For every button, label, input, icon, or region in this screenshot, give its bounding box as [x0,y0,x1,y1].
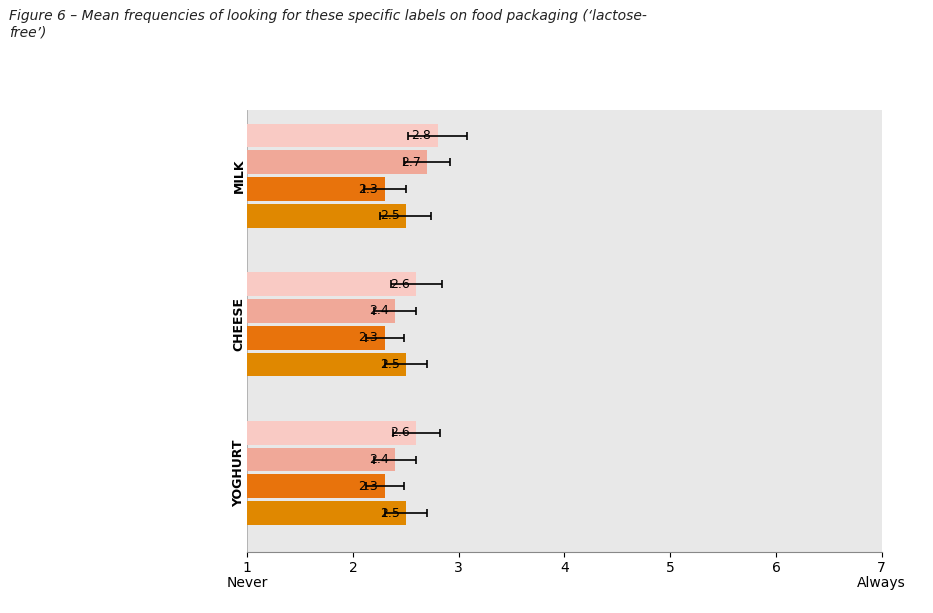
Text: 2.5: 2.5 [380,358,399,371]
Bar [247,272,416,296]
Text: 2.4: 2.4 [369,453,389,466]
Bar [247,124,438,148]
Bar [247,447,396,471]
Text: 2.6: 2.6 [390,426,411,440]
Bar [247,150,427,174]
Bar [247,177,384,201]
Text: 2.5: 2.5 [380,210,399,223]
Text: 2.6: 2.6 [390,278,411,291]
Text: Figure 6 – Mean frequencies of looking for these specific labels on food packagi: Figure 6 – Mean frequencies of looking f… [9,9,648,39]
Bar [247,204,406,228]
Bar [247,299,396,323]
Text: 2.4: 2.4 [369,305,389,318]
Text: 2.7: 2.7 [401,156,421,169]
Bar [247,352,406,376]
Bar [247,501,406,525]
Text: 2.8: 2.8 [411,129,431,142]
Bar [247,474,384,498]
Bar [247,326,384,349]
Text: Always: Always [857,576,906,590]
Text: 2.3: 2.3 [358,480,379,493]
Text: 2.3: 2.3 [358,183,379,196]
Text: Never: Never [227,576,268,590]
Bar [247,421,416,444]
Text: 2.5: 2.5 [380,506,399,520]
Text: 2.3: 2.3 [358,331,379,345]
